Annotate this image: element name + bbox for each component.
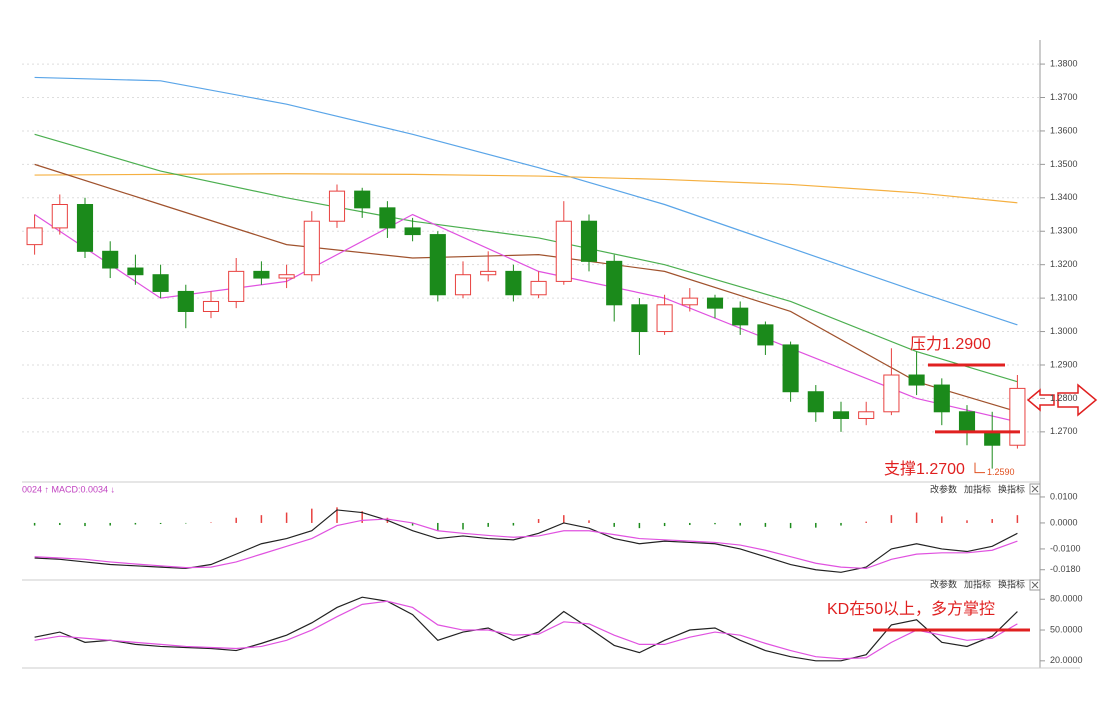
annotation: 1.2590 <box>987 467 1015 477</box>
y-tick-label: 1.2700 <box>1050 426 1078 436</box>
y-tick-label: -0.0100 <box>1050 543 1081 553</box>
indicator-line <box>34 518 1018 570</box>
indicator-line <box>34 133 1018 383</box>
candle-body <box>858 411 875 419</box>
y-tick-label: -0.0180 <box>1050 564 1081 574</box>
candle-body <box>51 203 68 229</box>
candle-body <box>26 227 43 246</box>
toolbar-button[interactable]: 加指标 <box>964 578 991 589</box>
toolbar-button[interactable]: 换指标 <box>998 483 1025 494</box>
y-tick-label: 1.3400 <box>1050 192 1078 202</box>
candle-body <box>202 300 220 312</box>
candle-body <box>253 270 270 279</box>
candle-body <box>757 324 774 346</box>
y-tick-label: 1.3700 <box>1050 92 1078 102</box>
candle-body <box>555 220 572 282</box>
candle-body <box>152 274 169 292</box>
y-tick-label: 1.3000 <box>1050 326 1078 336</box>
panel-title: 0024 ↑ MACD:0.0034 ↓ <box>22 484 115 494</box>
candle-body <box>958 411 976 433</box>
low-marker <box>974 462 985 474</box>
candle-body <box>454 274 472 296</box>
candle-body <box>530 280 547 296</box>
candle-body <box>429 234 446 296</box>
candle-body <box>706 297 724 309</box>
y-tick-label: 0.0100 <box>1050 491 1078 501</box>
annotation: 支撑1.2700 <box>884 460 965 478</box>
candle-body <box>404 227 421 236</box>
candle-body <box>328 190 346 222</box>
y-tick-label: 1.2800 <box>1050 393 1078 403</box>
candle-body <box>480 270 497 276</box>
y-tick-label: 0.0000 <box>1050 517 1078 527</box>
candle-body <box>580 220 598 262</box>
y-tick-label: 1.3600 <box>1050 125 1078 135</box>
candle-body <box>379 207 396 229</box>
candle-body <box>606 260 623 306</box>
candle-body <box>177 290 194 312</box>
candle-body <box>303 220 320 276</box>
toolbar-button[interactable]: 换指标 <box>998 578 1025 589</box>
candle-body <box>933 384 950 413</box>
toolbar-button[interactable]: 加指标 <box>964 483 991 494</box>
candle-body <box>102 250 119 269</box>
candle-body <box>782 344 799 393</box>
indicator-line <box>34 600 1018 660</box>
y-tick-label: 1.3300 <box>1050 226 1078 236</box>
candle-body <box>505 270 522 296</box>
candle-body <box>732 307 749 326</box>
arrow-icon <box>1026 388 1055 412</box>
candle-body <box>278 274 295 279</box>
close-box[interactable] <box>1029 579 1041 591</box>
y-tick-label: 20.0000 <box>1050 655 1083 665</box>
candle-body <box>631 304 648 333</box>
annotation: 压力1.2900 <box>910 335 991 353</box>
indicator-line <box>34 76 1018 326</box>
candle-body <box>76 203 94 252</box>
candle-body <box>883 374 900 413</box>
y-tick-label: 80.0000 <box>1050 594 1083 604</box>
candle-body <box>228 270 245 302</box>
candle-body <box>832 411 850 419</box>
close-box[interactable] <box>1029 483 1041 495</box>
candle-body <box>127 267 144 276</box>
y-tick-label: 1.2900 <box>1050 359 1078 369</box>
toolbar-button[interactable]: 改参数 <box>930 483 957 494</box>
y-tick-label: 1.3800 <box>1050 58 1078 68</box>
y-tick-label: 1.3200 <box>1050 259 1078 269</box>
indicator-line <box>34 173 1018 204</box>
indicator-line <box>34 163 1018 413</box>
candle-body <box>681 297 698 306</box>
toolbar-button[interactable]: 改参数 <box>930 578 957 589</box>
candle-body <box>984 431 1001 446</box>
y-tick-label: 1.3100 <box>1050 292 1078 302</box>
candle-body <box>354 190 371 209</box>
y-tick-label: 50.0000 <box>1050 624 1083 634</box>
candle-body <box>656 304 673 333</box>
candle-body <box>1009 387 1026 446</box>
arrow-icon <box>1057 383 1098 417</box>
candle-body <box>807 391 824 413</box>
annotation: KD在50以上，多方掌控 <box>827 600 995 618</box>
candle-body <box>908 374 925 386</box>
y-tick-label: 1.3500 <box>1050 159 1078 169</box>
